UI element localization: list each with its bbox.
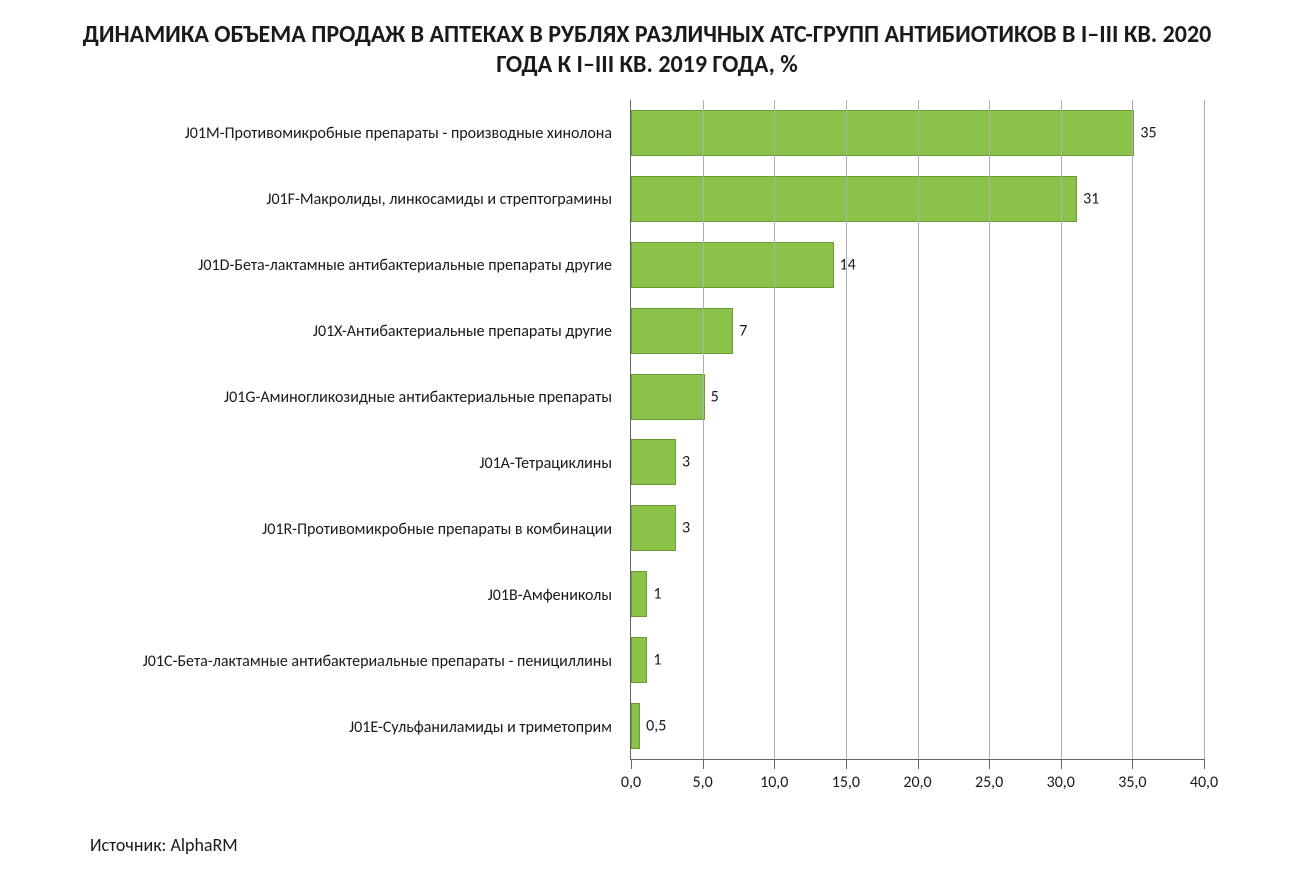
y-axis-labels: J01M-Противомикробные препараты - произв… (30, 100, 620, 760)
chart-title: ДИНАМИКА ОБЪЕМА ПРОДАЖ В АПТЕКАХ В РУБЛЯ… (72, 20, 1222, 80)
bar-value-label: 3 (682, 519, 690, 538)
y-axis-category-label: J01F-Макролиды, линкосамиды и стрептогра… (30, 190, 620, 209)
gridline (1204, 100, 1205, 759)
bar (631, 505, 676, 551)
bar (631, 242, 834, 288)
x-tick-label: 0,0 (621, 759, 641, 792)
plot-area: J01M-Противомикробные препараты - произв… (30, 100, 1264, 820)
gridline (1132, 100, 1133, 759)
bar (631, 110, 1134, 156)
y-axis-category-label: J01R-Противомикробные препараты в комбин… (30, 520, 620, 539)
bar-value-label: 1 (653, 585, 661, 604)
x-tick-label: 25,0 (975, 759, 1003, 792)
x-tick-label: 20,0 (903, 759, 931, 792)
bar-value-label: 31 (1083, 189, 1099, 208)
x-tick-label: 30,0 (1047, 759, 1075, 792)
x-tick-label: 10,0 (760, 759, 788, 792)
bar-value-label: 14 (840, 255, 856, 274)
gridline (918, 100, 919, 759)
bar (631, 637, 647, 683)
y-axis-category-label: J01C-Бета-лактамные антибактериальные пр… (30, 652, 620, 671)
y-axis-category-label: J01E-Сульфаниламиды и триметоприм (30, 718, 620, 737)
bar-value-label: 1 (653, 651, 661, 670)
gridline (989, 100, 990, 759)
gridline (1061, 100, 1062, 759)
bar-value-label: 0,5 (646, 716, 666, 735)
bar-value-label: 5 (711, 387, 719, 406)
y-axis-category-label: J01X-Антибактериальные препараты другие (30, 322, 620, 341)
x-tick-label: 35,0 (1118, 759, 1146, 792)
chart-container: ДИНАМИКА ОБЪЕМА ПРОДАЖ В АПТЕКАХ В РУБЛЯ… (0, 0, 1294, 878)
bar-value-label: 7 (739, 321, 747, 340)
y-axis-category-label: J01M-Противомикробные препараты - произв… (30, 124, 620, 143)
gridline (774, 100, 775, 759)
gridline (846, 100, 847, 759)
bar-value-label: 3 (682, 453, 690, 472)
bar (631, 571, 647, 617)
x-tick-label: 40,0 (1190, 759, 1218, 792)
bar (631, 374, 705, 420)
bar (631, 439, 676, 485)
gridline (703, 100, 704, 759)
bar (631, 176, 1077, 222)
x-tick-label: 15,0 (832, 759, 860, 792)
y-axis-category-label: J01B-Амфениколы (30, 586, 620, 605)
bar (631, 308, 733, 354)
y-axis-category-label: J01A-Тетрациклины (30, 454, 620, 473)
x-tick-label: 5,0 (693, 759, 713, 792)
bar (631, 703, 640, 749)
y-axis-category-label: J01D-Бета-лактамные антибактериальные пр… (30, 256, 620, 275)
y-axis-category-label: J01G-Аминогликозидные антибактериальные … (30, 388, 620, 407)
source-label: Источник: AlphaRM (90, 834, 238, 856)
bar-value-label: 35 (1140, 123, 1156, 142)
bars-area: 3531147533110,5 0,05,010,015,020,025,030… (630, 100, 1204, 760)
